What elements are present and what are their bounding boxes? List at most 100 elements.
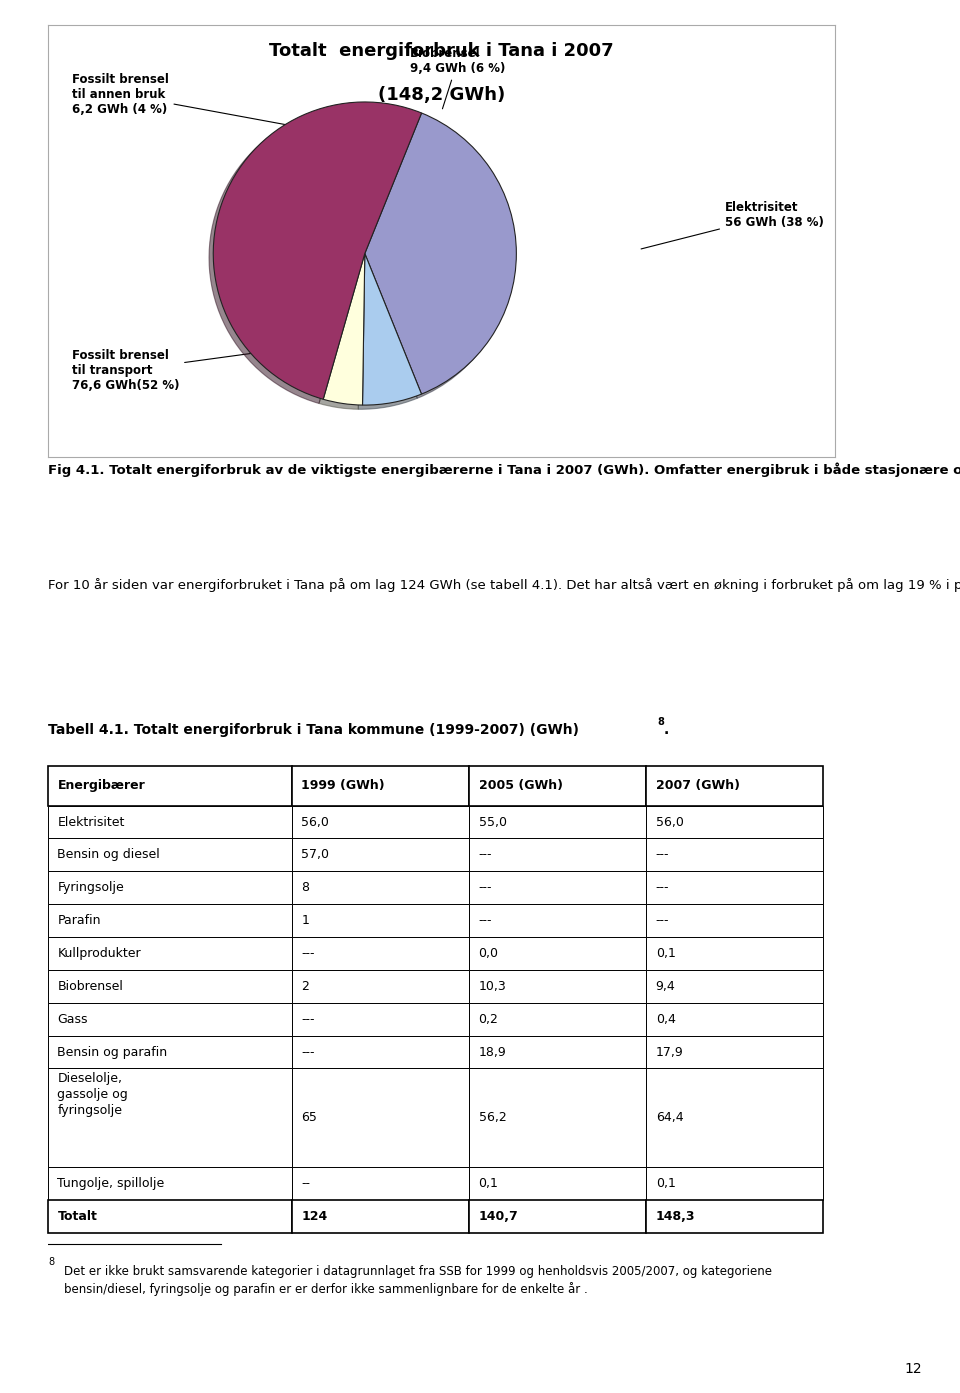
Bar xyxy=(48,1068,292,1167)
Bar xyxy=(646,904,824,937)
Bar xyxy=(48,1199,292,1233)
Text: Fossilt brensel
til transport
76,6 GWh(52 %): Fossilt brensel til transport 76,6 GWh(5… xyxy=(72,350,281,391)
Text: Gass: Gass xyxy=(58,1013,88,1025)
Text: Elektrisitet: Elektrisitet xyxy=(58,815,125,829)
Text: 8: 8 xyxy=(48,1256,54,1268)
Bar xyxy=(646,970,824,1003)
Bar xyxy=(469,1199,646,1233)
Wedge shape xyxy=(363,254,421,405)
Bar xyxy=(469,970,646,1003)
Text: Tabell 4.1. Totalt energiforbruk i Tana kommune (1999-2007) (GWh): Tabell 4.1. Totalt energiforbruk i Tana … xyxy=(48,723,579,737)
Text: ---: --- xyxy=(479,914,492,928)
Wedge shape xyxy=(213,102,421,400)
Text: Totalt  energiforbruk i Tana i 2007: Totalt energiforbruk i Tana i 2007 xyxy=(270,42,613,60)
Text: 0,0: 0,0 xyxy=(479,947,498,960)
Bar xyxy=(48,937,292,970)
Text: 9,4: 9,4 xyxy=(656,979,676,993)
Bar xyxy=(48,871,292,904)
Text: 18,9: 18,9 xyxy=(479,1046,506,1059)
Bar xyxy=(469,766,646,805)
Bar xyxy=(48,839,292,871)
Bar xyxy=(292,970,469,1003)
Text: Bensin og parafin: Bensin og parafin xyxy=(58,1046,168,1059)
Text: Fyringsolje: Fyringsolje xyxy=(58,882,124,894)
Text: Energibærer: Energibærer xyxy=(58,779,145,793)
Text: Fossilt brensel
til annen bruk
6,2 GWh (4 %): Fossilt brensel til annen bruk 6,2 GWh (… xyxy=(72,72,305,128)
Text: Biobrensel
9,4 GWh (6 %): Biobrensel 9,4 GWh (6 %) xyxy=(410,46,506,109)
Bar xyxy=(469,1035,646,1068)
Text: ---: --- xyxy=(479,848,492,861)
Text: Biobrensel: Biobrensel xyxy=(58,979,123,993)
Bar xyxy=(292,1035,469,1068)
Text: 0,1: 0,1 xyxy=(656,1177,676,1190)
Text: 1: 1 xyxy=(301,914,309,928)
Text: Totalt: Totalt xyxy=(58,1211,97,1223)
Bar xyxy=(292,1199,469,1233)
Text: 2005 (GWh): 2005 (GWh) xyxy=(479,779,563,793)
Text: --: -- xyxy=(301,1177,310,1190)
Bar xyxy=(469,1068,646,1167)
Text: ---: --- xyxy=(301,1013,315,1025)
Text: ---: --- xyxy=(301,1046,315,1059)
Text: .: . xyxy=(663,723,668,737)
Bar xyxy=(646,1068,824,1167)
Bar xyxy=(646,1167,824,1199)
Bar xyxy=(469,1167,646,1199)
Bar xyxy=(292,805,469,839)
Bar xyxy=(646,839,824,871)
Bar xyxy=(292,1167,469,1199)
Text: Kullprodukter: Kullprodukter xyxy=(58,947,141,960)
Text: Bensin og diesel: Bensin og diesel xyxy=(58,848,160,861)
Text: 124: 124 xyxy=(301,1211,327,1223)
Text: 57,0: 57,0 xyxy=(301,848,329,861)
Bar xyxy=(469,805,646,839)
Text: Fig 4.1. Totalt energiforbruk av de viktigste energibærerne i Tana i 2007 (GWh).: Fig 4.1. Totalt energiforbruk av de vikt… xyxy=(48,462,960,476)
Text: 8: 8 xyxy=(301,882,309,894)
Text: 1999 (GWh): 1999 (GWh) xyxy=(301,779,385,793)
Text: Tungolje, spillolje: Tungolje, spillolje xyxy=(58,1177,165,1190)
Bar xyxy=(646,805,824,839)
Bar xyxy=(48,1167,292,1199)
Bar xyxy=(48,904,292,937)
Bar xyxy=(48,766,292,805)
Bar xyxy=(292,904,469,937)
Text: 65: 65 xyxy=(301,1112,318,1124)
Wedge shape xyxy=(365,113,516,394)
Text: 56,0: 56,0 xyxy=(301,815,329,829)
Text: ---: --- xyxy=(656,848,669,861)
Wedge shape xyxy=(324,254,365,405)
Bar xyxy=(292,839,469,871)
Text: ---: --- xyxy=(656,882,669,894)
Text: 10,3: 10,3 xyxy=(479,979,506,993)
Bar xyxy=(646,871,824,904)
Bar xyxy=(48,805,292,839)
Bar xyxy=(646,1035,824,1068)
Text: 2007 (GWh): 2007 (GWh) xyxy=(656,779,740,793)
Bar xyxy=(48,970,292,1003)
Text: 56,0: 56,0 xyxy=(656,815,684,829)
Text: 8: 8 xyxy=(657,716,664,727)
Text: 140,7: 140,7 xyxy=(479,1211,518,1223)
Text: (148,2 GWh): (148,2 GWh) xyxy=(378,85,505,103)
Bar xyxy=(48,1003,292,1035)
Bar xyxy=(469,839,646,871)
Text: 55,0: 55,0 xyxy=(479,815,507,829)
Text: ---: --- xyxy=(479,882,492,894)
Text: 0,1: 0,1 xyxy=(479,1177,498,1190)
Text: Det er ikke brukt samsvarende kategorier i datagrunnlaget fra SSB for 1999 og he: Det er ikke brukt samsvarende kategorier… xyxy=(63,1265,772,1295)
Text: Parafin: Parafin xyxy=(58,914,101,928)
Bar xyxy=(48,1035,292,1068)
Bar xyxy=(292,766,469,805)
Text: ---: --- xyxy=(656,914,669,928)
Bar xyxy=(469,904,646,937)
Bar xyxy=(646,1003,824,1035)
Bar xyxy=(292,937,469,970)
Text: 2: 2 xyxy=(301,979,309,993)
Text: ---: --- xyxy=(301,947,315,960)
Text: 56,2: 56,2 xyxy=(479,1112,506,1124)
Text: 64,4: 64,4 xyxy=(656,1112,684,1124)
Bar xyxy=(469,937,646,970)
Text: 0,1: 0,1 xyxy=(656,947,676,960)
Bar xyxy=(469,871,646,904)
Text: 0,4: 0,4 xyxy=(656,1013,676,1025)
